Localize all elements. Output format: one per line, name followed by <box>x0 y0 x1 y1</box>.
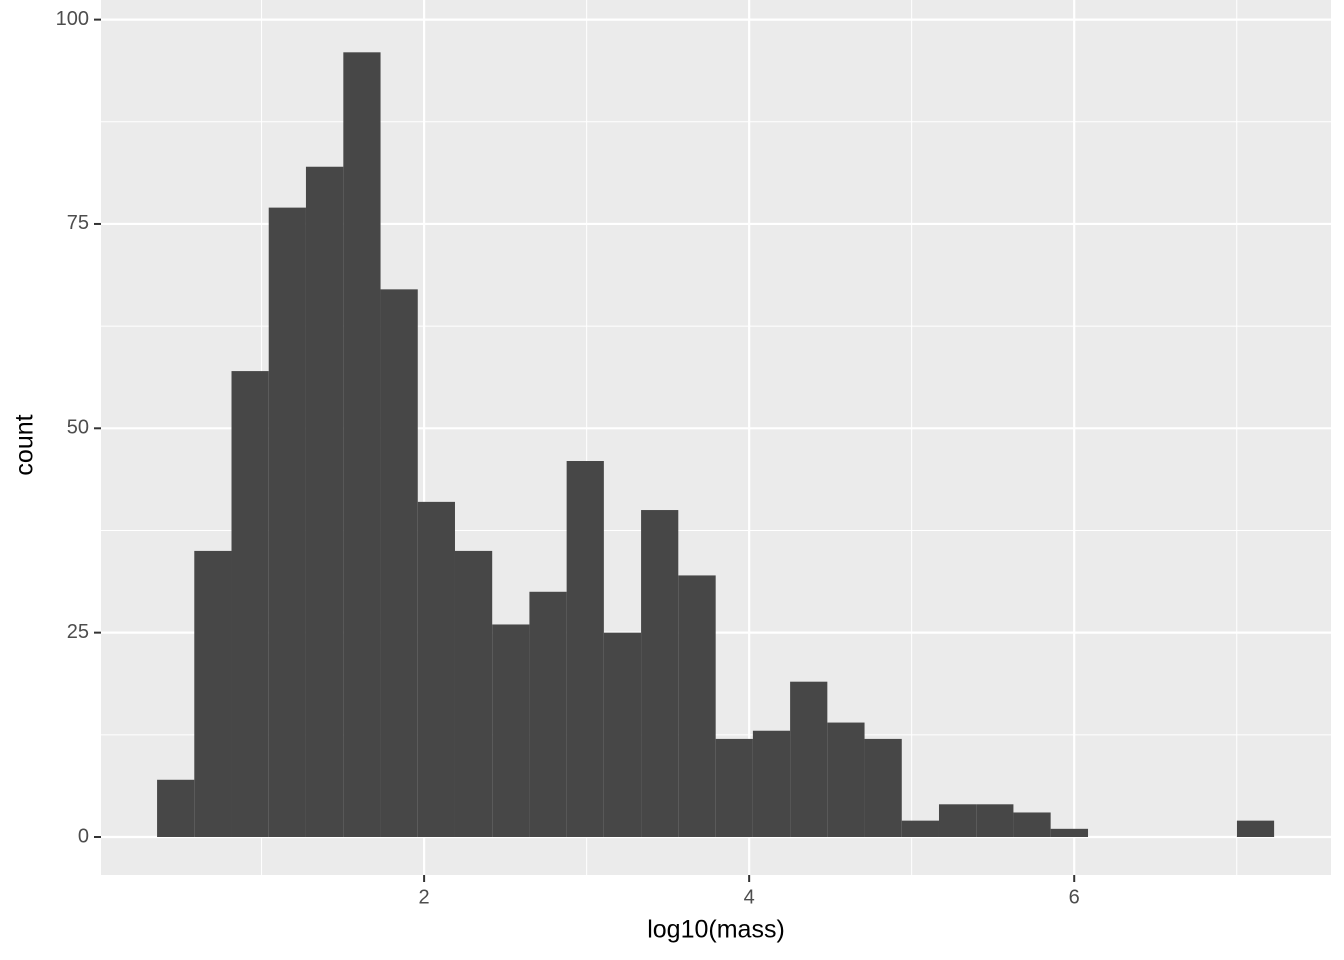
bars <box>157 52 1275 837</box>
bar <box>1013 812 1051 837</box>
grid <box>101 0 1331 875</box>
x-tick-label: 4 <box>744 886 755 908</box>
bar <box>752 730 791 837</box>
bar <box>827 722 865 837</box>
x-tick-label: 6 <box>1069 886 1080 908</box>
bar <box>343 52 381 837</box>
x-tick-label: 2 <box>419 886 430 908</box>
bar <box>976 804 1014 837</box>
y-axis-title: count <box>11 414 39 475</box>
bar <box>864 738 902 837</box>
bar <box>380 289 418 837</box>
y-tick-label: 50 <box>67 417 89 439</box>
bar <box>938 804 977 837</box>
bar <box>603 632 642 837</box>
bar <box>268 207 306 837</box>
x-axis-title: log10(mass) <box>647 916 785 944</box>
bar <box>1236 820 1275 837</box>
y-tick-label: 100 <box>56 8 89 30</box>
axes: 2 4 6 0 25 50 75 100 <box>56 8 1080 908</box>
bar <box>492 624 530 837</box>
bar <box>305 166 344 837</box>
bar <box>641 510 679 837</box>
bar <box>566 460 604 837</box>
y-tick-label: 75 <box>67 212 89 234</box>
bar <box>715 738 753 837</box>
bar <box>231 371 269 837</box>
bar <box>194 550 232 837</box>
bar <box>1050 828 1089 837</box>
bar <box>157 779 195 837</box>
bar <box>417 501 455 837</box>
bar <box>529 591 567 837</box>
bar <box>901 820 939 837</box>
bar <box>678 575 716 837</box>
y-tick-label: 0 <box>78 825 89 847</box>
bar <box>790 681 828 837</box>
bar <box>454 550 493 837</box>
y-tick-label: 25 <box>67 621 89 643</box>
